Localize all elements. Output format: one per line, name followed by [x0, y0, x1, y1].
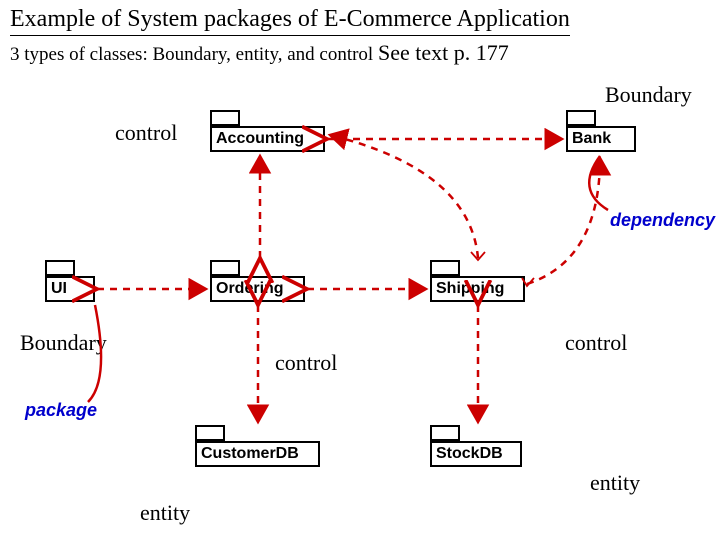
page-title: Example of System packages of E-Commerce…: [10, 6, 570, 36]
subtitle-suffix: See text p. 177: [378, 40, 509, 65]
label-control-mid: control: [275, 350, 337, 376]
package-tab: [210, 110, 240, 126]
package-tab: [430, 425, 460, 441]
package-tab: [566, 110, 596, 126]
package-tab: [45, 260, 75, 276]
package-name: Accounting: [216, 130, 304, 148]
package-name: Ordering: [216, 280, 284, 298]
package-name: UI: [51, 280, 67, 298]
package-tab: [210, 260, 240, 276]
package-name: Bank: [572, 130, 611, 148]
label-entity-left: entity: [140, 500, 190, 526]
subtitle-prefix: 3 types of classes: Boundary, entity, an…: [10, 44, 378, 65]
package-tab: [195, 425, 225, 441]
label-boundary-left: Boundary: [20, 330, 107, 356]
label-boundary-top: Boundary: [605, 82, 692, 108]
label-dependency: dependency: [610, 210, 715, 231]
package-tab: [430, 260, 460, 276]
dependency-arrows: [0, 0, 720, 540]
label-entity-right: entity: [590, 470, 640, 496]
label-package: package: [25, 400, 97, 421]
package-name: StockDB: [436, 445, 503, 463]
package-name: Shipping: [436, 280, 504, 298]
label-control-right: control: [565, 330, 627, 356]
subtitle: 3 types of classes: Boundary, entity, an…: [10, 40, 509, 66]
label-control-top: control: [115, 120, 177, 146]
package-name: CustomerDB: [201, 445, 299, 463]
